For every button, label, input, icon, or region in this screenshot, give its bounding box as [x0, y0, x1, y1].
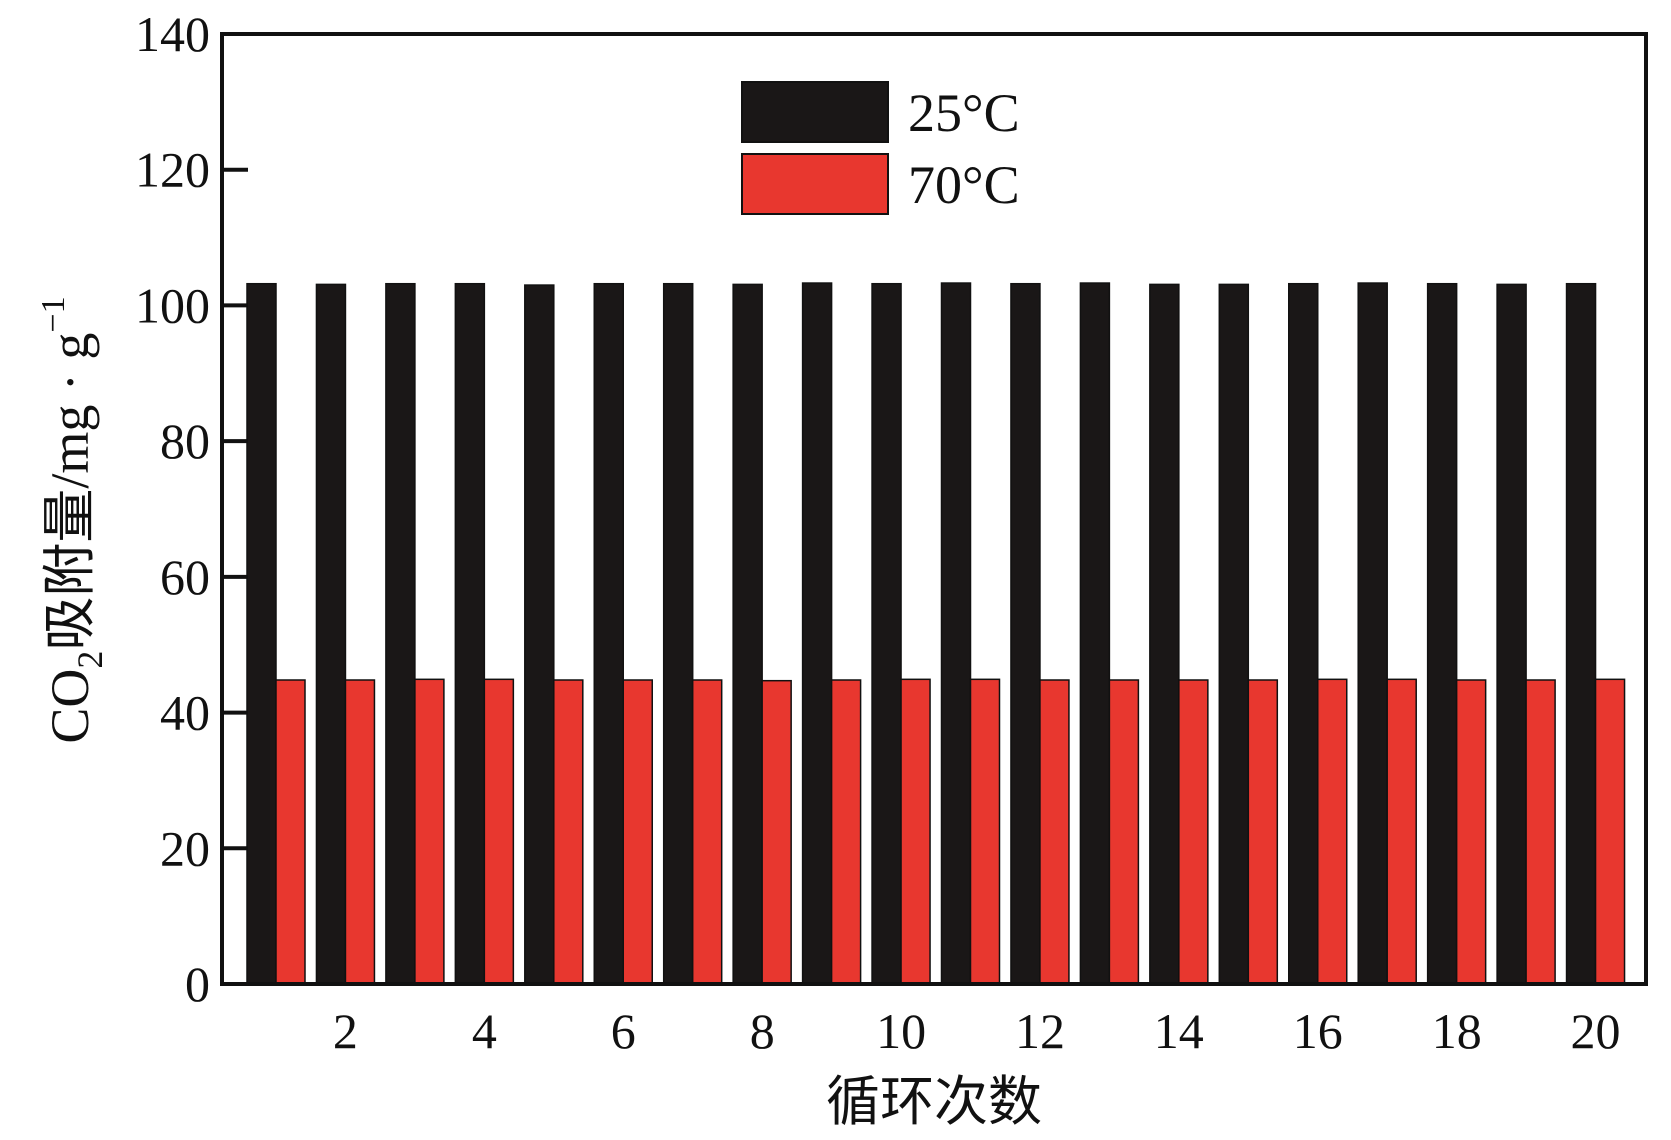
x-tick-label: 4	[472, 1003, 497, 1059]
y-axis-title-subscript: 2	[70, 651, 110, 669]
bar-25c-cycle-9	[801, 282, 833, 985]
bar-25c-cycle-20	[1565, 282, 1597, 985]
x-axis: 2 4 6 8 10 12 14 16 18 20	[333, 1003, 1621, 1059]
x-tick-label: 8	[750, 1003, 775, 1059]
bar-70c-cycle-15	[1247, 679, 1279, 985]
y-tick-label: 140	[135, 6, 210, 62]
y-tick-label: 0	[185, 956, 210, 1012]
x-tick-label: 2	[333, 1003, 358, 1059]
x-tick-label: 6	[611, 1003, 636, 1059]
bar-series-group	[246, 282, 1626, 985]
y-axis: 0 20 40 60 80 100 120 140	[135, 6, 248, 1012]
bar-25c-cycle-19	[1496, 283, 1527, 985]
x-tick-label: 18	[1432, 1003, 1482, 1059]
x-tick-label: 14	[1154, 1003, 1204, 1059]
y-tick-label: 40	[160, 685, 210, 741]
bar-70c-cycle-8	[761, 679, 792, 985]
x-tick-label: 10	[876, 1003, 926, 1059]
bar-70c-cycle-13	[1108, 679, 1140, 985]
bar-25c-cycle-18	[1426, 282, 1458, 985]
x-axis-title: 循环次数	[826, 1072, 1042, 1132]
x-tick-label: 12	[1015, 1003, 1065, 1059]
legend: 25°C 70°C	[741, 81, 1020, 215]
bar-25c-cycle-7	[662, 282, 694, 985]
x-tick-label: 20	[1571, 1003, 1621, 1059]
bar-70c-cycle-9	[830, 679, 862, 985]
bar-70c-cycle-4	[483, 678, 515, 985]
bar-25c-cycle-15	[1218, 283, 1250, 985]
y-tick-label: 100	[135, 277, 210, 333]
y-tick-label: 20	[160, 820, 210, 876]
bar-70c-cycle-18	[1455, 679, 1487, 985]
y-tick-label: 60	[160, 549, 210, 605]
bar-70c-cycle-14	[1178, 679, 1209, 985]
bar-70c-cycle-2	[344, 679, 376, 985]
legend-swatch-25c	[741, 81, 889, 143]
bar-25c-cycle-4	[454, 282, 486, 985]
bar-70c-cycle-19	[1525, 679, 1556, 985]
bar-25c-cycle-14	[1149, 283, 1180, 985]
plot-frame	[220, 32, 1648, 986]
bar-70c-cycle-12	[1039, 679, 1070, 985]
y-axis-title: CO2吸附量/mg · g−1	[35, 296, 110, 743]
bar-25c-cycle-6	[593, 282, 624, 985]
y-tick-label: 80	[160, 413, 210, 469]
bar-25c-cycle-16	[1288, 282, 1319, 985]
bar-70c-cycle-3	[414, 678, 445, 985]
bar-25c-cycle-2	[315, 283, 347, 985]
bar-25c-cycle-17	[1357, 282, 1388, 985]
bar-70c-cycle-1	[275, 679, 306, 985]
legend-label-25c: 25°C	[908, 83, 1020, 143]
bar-70c-cycle-17	[1386, 678, 1417, 985]
bar-25c-cycle-8	[732, 283, 763, 985]
bar-70c-cycle-7	[691, 679, 723, 985]
x-tick-label: 16	[1293, 1003, 1343, 1059]
bar-25c-cycle-13	[1079, 282, 1111, 985]
y-tick-label: 120	[135, 142, 210, 198]
legend-label-70c: 70°C	[908, 155, 1020, 215]
bar-25c-cycle-3	[385, 282, 416, 985]
bar-25c-cycle-11	[940, 282, 972, 985]
y-axis-title-main: CO	[40, 669, 100, 744]
bar-25c-cycle-12	[1010, 282, 1041, 985]
bar-25c-cycle-10	[871, 282, 902, 985]
bar-70c-cycle-6	[622, 679, 653, 985]
bar-70c-cycle-5	[553, 679, 584, 985]
bar-25c-cycle-1	[246, 282, 277, 985]
bar-70c-cycle-10	[900, 678, 931, 985]
bar-70c-cycle-11	[969, 678, 1001, 985]
bar-70c-cycle-20	[1594, 678, 1626, 985]
y-axis-title-superscript: −1	[35, 296, 72, 332]
y-axis-title-rest: 吸附量/mg · g	[40, 333, 100, 651]
legend-swatch-70c	[741, 153, 889, 215]
bar-70c-cycle-16	[1317, 678, 1348, 985]
bar-25c-cycle-5	[524, 284, 555, 985]
